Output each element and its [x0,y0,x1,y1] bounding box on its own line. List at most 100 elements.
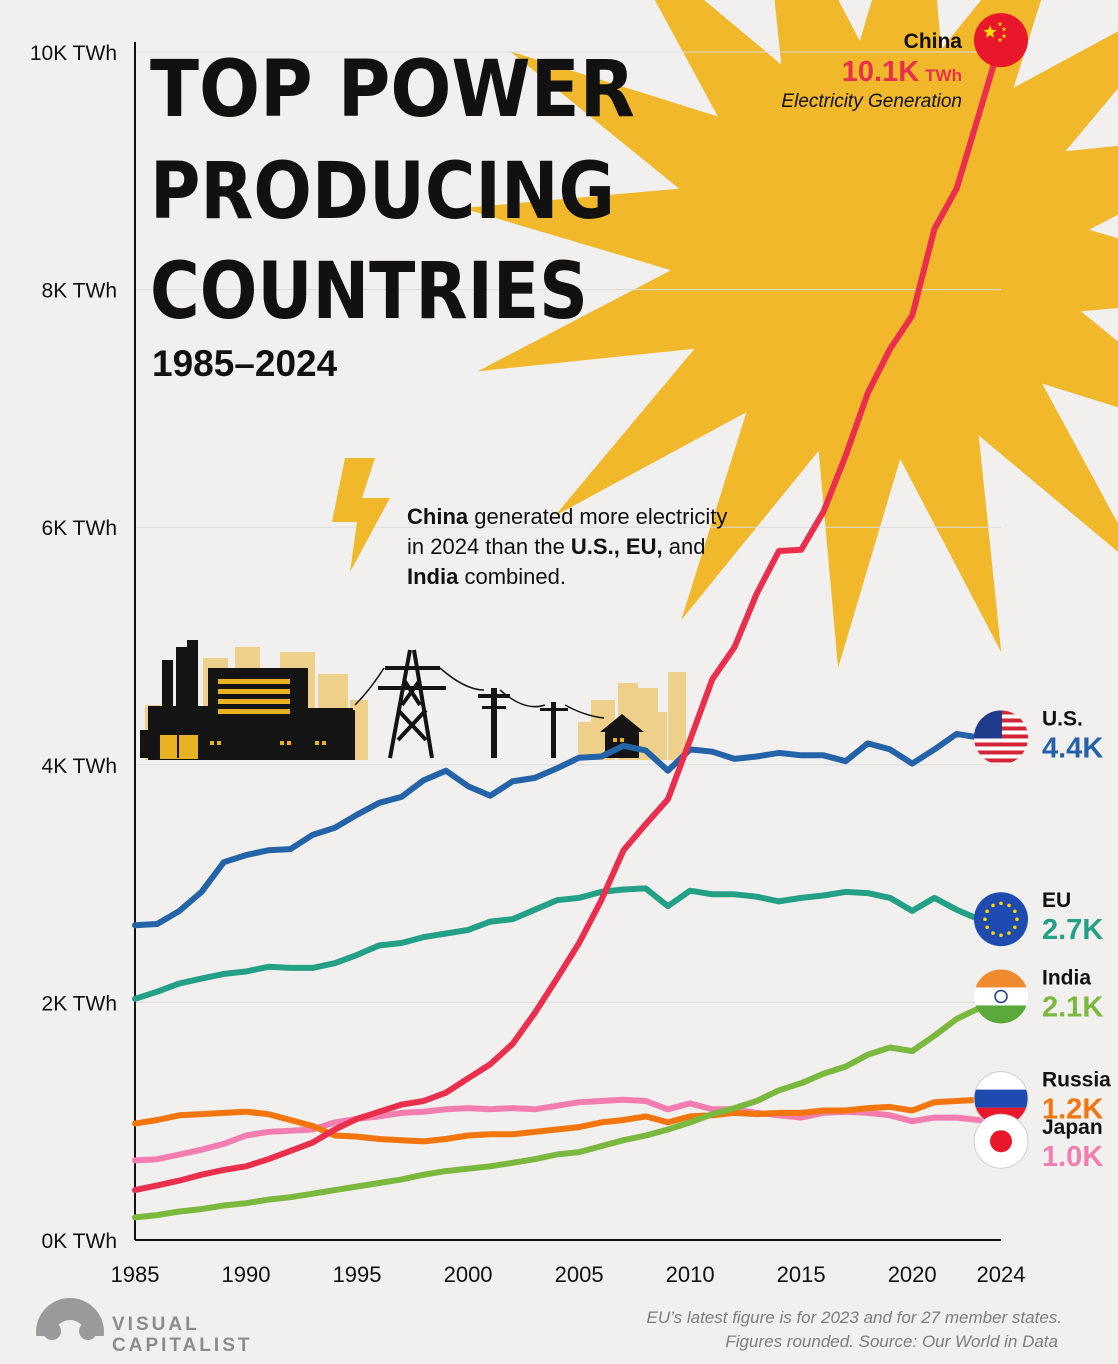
brand-line-2: CAPITALIST [112,1335,252,1356]
russia-flag-blue [974,1089,1028,1108]
x-tick-label: 1985 [111,1262,160,1287]
y-tick-label: 0K TWh [42,1230,117,1253]
y-tick-label: 6K TWh [42,517,117,540]
china-flag-small-star [997,37,1003,43]
end-label-name-eu: EU [1042,889,1071,912]
russia-flag-white [974,1071,1028,1090]
y-tick-label: 10K TWh [30,42,117,65]
y-tick-label: 4K TWh [42,755,117,778]
eu-flag-star [991,903,995,908]
eu-flag-star [999,901,1003,906]
end-label-name-india: India [1042,966,1091,989]
power-skyline-illustration [140,640,686,760]
x-tick-label: 2010 [666,1262,715,1287]
x-tick-label: 2020 [888,1262,937,1287]
end-label-name-us: U.S. [1042,707,1083,730]
china-flag-star [983,25,997,38]
eu-flag-star [1007,931,1011,935]
annotation-line-1: China generated more electricity [407,504,727,529]
x-tick-label: 1995 [333,1262,382,1287]
annotation-line-2: in 2024 than the U.S., EU, and [407,534,705,559]
eu-flag-star [1007,903,1011,908]
us-flag-canton [974,710,1002,739]
eu-flag-star [991,931,995,935]
gridlines [134,42,1001,1241]
x-tick-label: 2024 [977,1262,1026,1287]
china-flag-small-star [1001,26,1007,32]
series-line-china [132,37,1004,1194]
japan-flag-sun [990,1130,1012,1153]
eu-flag-icon [974,892,1028,947]
series-line-eu [132,885,982,1002]
india-flag-chakra [994,989,1008,1004]
china-callout-unit: TWh [925,66,962,85]
us-flag-stripe [974,742,1028,747]
series-line-russia [132,1095,1004,1145]
y-tick-label: 8K TWh [42,280,117,303]
end-label-name-russia: Russia [1042,1069,1111,1092]
title-line-2: PRODUCING [150,147,615,237]
india-flag-white [974,987,1028,1006]
end-label-value-russia: 1.2K [1042,1094,1103,1126]
footnote-line-1: EU’s latest figure is for 2023 and for 2… [647,1308,1062,1327]
sun-rays [462,0,1118,668]
annotation: China generated more electricity in 2024… [407,504,727,589]
annotation-segment: U.S., EU, [571,534,663,559]
eu-flag-star [985,909,989,914]
annotation-line-3: India combined. [407,564,566,589]
title: TOP POWER PRODUCING COUNTRIES [150,45,635,337]
visual-capitalist-logo: VISUAL CAPITALIST [36,1298,252,1364]
us-flag-stripe [974,750,1028,755]
india-flag-icon [974,969,1028,1024]
footnote-line-2: Figures rounded. Source: Our World in Da… [725,1332,1058,1351]
title-line-3: COUNTRIES [150,247,588,337]
x-tick-label: 2000 [444,1262,493,1287]
annotation-segment: in 2024 than the [407,534,571,559]
series-line-us [132,730,982,929]
us-flag-stripe [974,758,1028,763]
annotation-segment: combined. [458,564,566,589]
series-layer [132,37,1004,1221]
title-line-1: TOP POWER [150,45,635,135]
series-line-india [132,993,1004,1221]
brand-mark-icon [36,1298,104,1364]
annotation-segment: China [407,504,469,529]
annotation-segment: generated more electricity [468,504,727,529]
china-callout: China 10.1K TWh Electricity Generation [781,30,962,112]
china-flag-small-star [1001,33,1007,39]
x-tick-label: 2015 [777,1262,826,1287]
sun-starburst [462,0,1118,668]
end-label-value-india: 2.1K [1042,991,1103,1023]
china-callout-caption: Electricity Generation [781,91,962,112]
subtitle: 1985–2024 [152,343,338,384]
us-flag-icon [974,710,1028,765]
china-callout-value: 10.1K TWh [842,56,962,88]
india-flag-saffron [974,969,1028,988]
annotation-segment: India [407,564,459,589]
x-tick-label: 1990 [222,1262,271,1287]
flag-icons [973,13,1029,1169]
eu-flag-star [983,917,987,922]
end-label-value-eu: 2.7K [1042,914,1103,946]
end-label-name-japan: Japan [1042,1116,1103,1139]
india-flag-green [974,1005,1028,1024]
china-flag-small-star [997,21,1003,27]
china-callout-number: 10.1K [842,56,919,88]
x-axis-ticks: 1985 1990 1995 2000 2005 2010 2015 2020 2024 [111,1262,1026,1287]
y-axis-ticks: 0K TWh 2K TWh 4K TWh 6K TWh 8K TWh 10K TWh [30,42,117,1253]
y-tick-label: 2K TWh [42,992,117,1015]
eu-flag-star [1015,917,1019,922]
eu-flag-star [985,925,989,930]
eu-flag-star [999,933,1003,938]
eu-flag-star [1013,925,1017,930]
end-label-value-us: 4.4K [1042,732,1103,764]
china-callout-name: China [904,30,963,53]
brand-line-1: VISUAL [112,1314,200,1335]
end-label-value-japan: 1.0K [1042,1141,1103,1173]
x-tick-label: 2005 [555,1262,604,1287]
eu-flag-star [1013,909,1017,914]
annotation-segment: and [663,534,706,559]
lightning-bolt-icon [332,458,390,572]
